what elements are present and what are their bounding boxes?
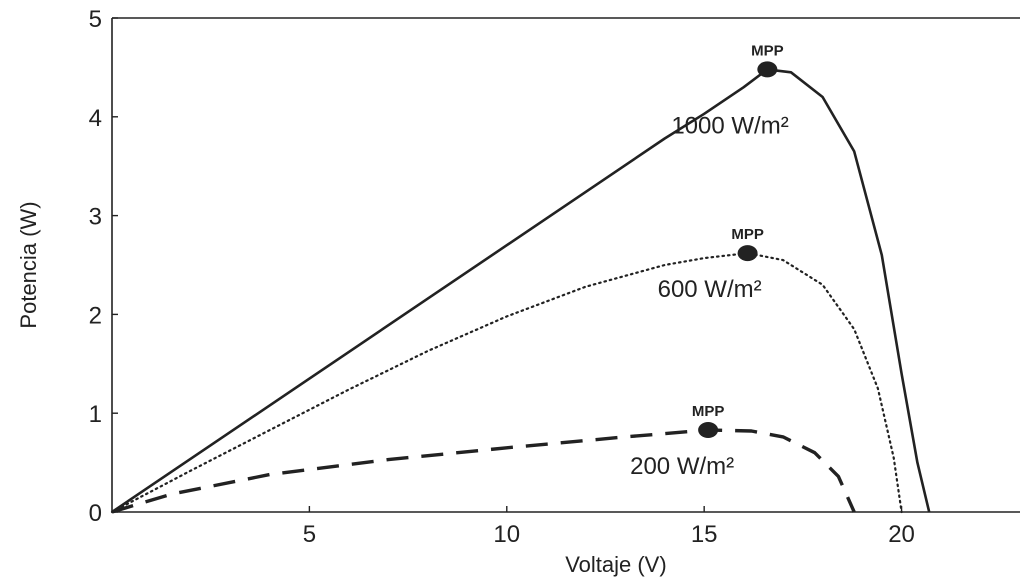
y-axis-title: Potencia (W): [16, 201, 41, 328]
series-line-solid: [111, 68, 931, 514]
x-axis-title: Voltaje (V): [565, 552, 667, 577]
x-tick-label: 10: [493, 521, 520, 548]
y-tick-label: 4: [89, 105, 102, 132]
y-tick-label: 5: [89, 6, 102, 33]
series-label: 600 W/m²: [658, 276, 762, 303]
labels-layer: MPP 1000 W/m² MPP 600 W/m² MPP 200 W/m²: [630, 42, 789, 480]
x-tick-label: 5: [303, 521, 316, 548]
mpp-label: MPP: [692, 403, 725, 420]
x-tick-label: 15: [691, 521, 718, 548]
y-tick-label: 2: [89, 302, 102, 329]
y-tick-label: 0: [89, 500, 102, 527]
mpp-marker: [737, 245, 758, 262]
mpp-marker: [698, 421, 719, 438]
mpp-label: MPP: [731, 226, 764, 243]
y-tick-label: 1: [89, 401, 102, 428]
mpp-label: MPP: [751, 42, 784, 59]
series-label: 200 W/m²: [630, 453, 734, 480]
series-line-dashed: [111, 428, 856, 514]
series-line-dotted: [110, 252, 903, 514]
axes: 5 10 15 20 0 1 2 3 4 5: [89, 6, 1020, 548]
x-tick-label: 20: [888, 521, 915, 548]
y-tick-label: 3: [89, 204, 102, 231]
series-label: 1000 W/m²: [671, 112, 788, 139]
mpp-marker: [757, 61, 778, 78]
series-layer: [110, 61, 931, 514]
